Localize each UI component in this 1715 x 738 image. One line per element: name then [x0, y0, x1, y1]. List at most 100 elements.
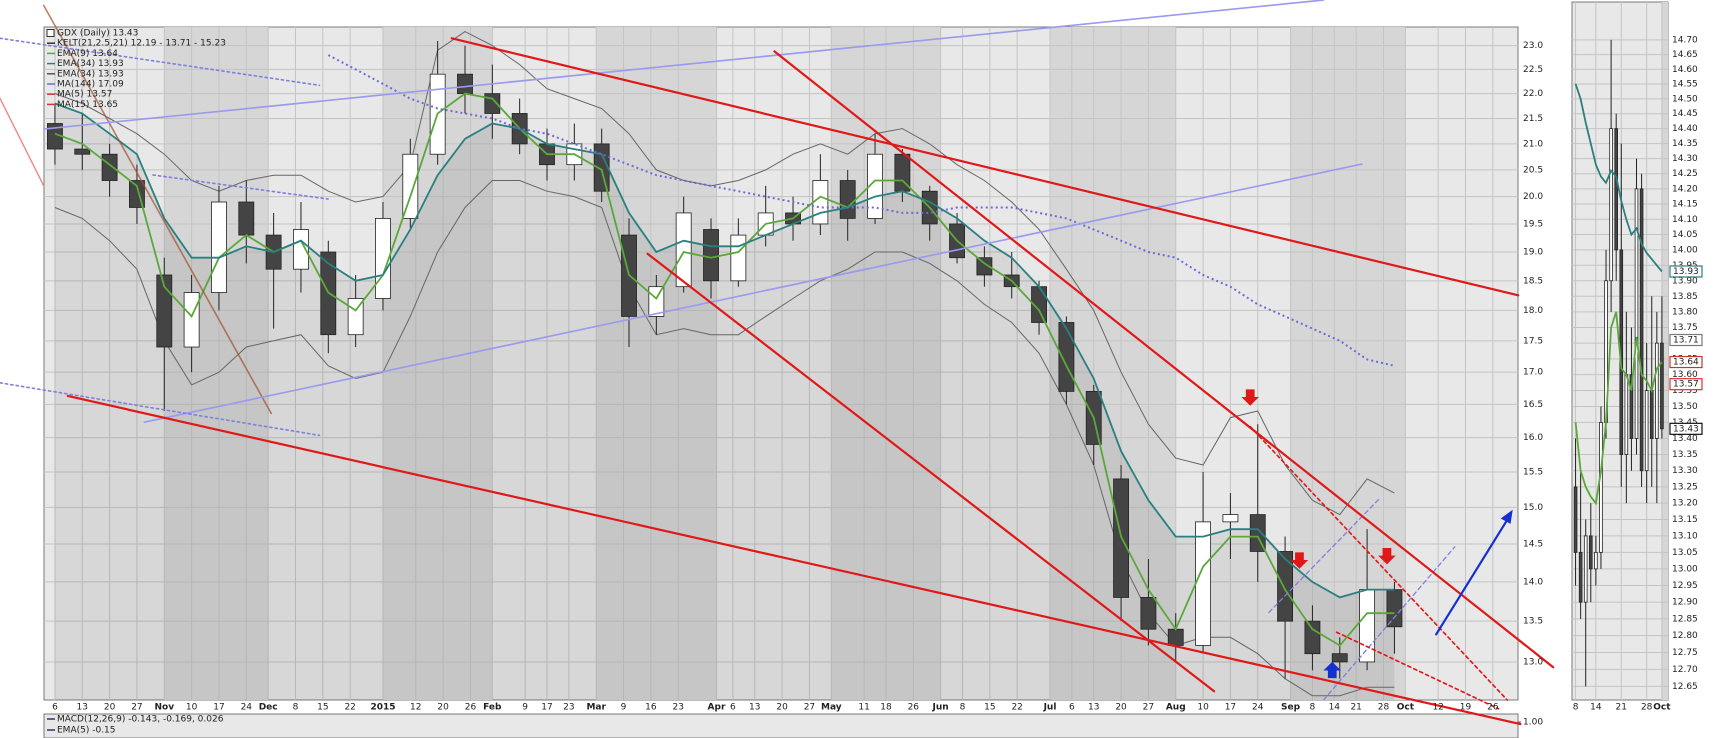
- candle-body: [183, 292, 200, 348]
- y-tick-label: 14.10: [1672, 215, 1698, 225]
- y-tick-label: 14.0: [1523, 577, 1543, 587]
- candle-body: [1629, 374, 1634, 439]
- y-tick-label: 19.0: [1523, 248, 1543, 258]
- y-tick-label: 13.10: [1672, 531, 1698, 541]
- moving-average: [327, 54, 1395, 367]
- price-tag: 13.93: [1673, 267, 1699, 277]
- up-arrow: [1323, 661, 1341, 679]
- candle-body: [1649, 390, 1654, 439]
- x-tick-label: Oct: [1397, 703, 1415, 713]
- candle-body: [1594, 551, 1598, 570]
- candle-body: [1195, 521, 1211, 646]
- y-tick-label: 13.05: [1672, 548, 1698, 558]
- y-tick-label: 13.55: [1672, 386, 1698, 396]
- candle-body: [1644, 390, 1649, 472]
- y-tick-label: 14.15: [1672, 200, 1698, 210]
- x-tick-label: 9: [621, 703, 627, 713]
- legend-label: EMA(5) -0.15: [57, 726, 116, 736]
- x-tick-label: 21: [1616, 703, 1627, 713]
- x-tick-label: 22: [344, 703, 355, 713]
- legend-label: EMA(34) 13.93: [57, 69, 124, 79]
- trendline: [0, 382, 321, 437]
- x-tick-label: 27: [131, 703, 142, 713]
- month-band: [164, 27, 269, 700]
- legend-label: MACD(12,26,9) -0.143, -0.169, 0.026: [57, 715, 224, 725]
- x-tick-label: 6: [1069, 703, 1075, 713]
- x-tick-label: 18: [880, 703, 892, 713]
- trendline: [0, 97, 45, 187]
- y-tick-label: 14.60: [1672, 65, 1698, 75]
- y-tick-label: 13.0: [1523, 657, 1543, 667]
- x-tick-label: Jul: [1043, 703, 1057, 713]
- candle-body: [457, 73, 473, 95]
- trendline: [143, 163, 1363, 424]
- down-arrow: [1378, 547, 1396, 565]
- x-tick-label: Feb: [483, 703, 502, 713]
- down-arrow: [1241, 389, 1259, 406]
- month-band: [1661, 2, 1668, 700]
- candle-body: [1660, 342, 1664, 430]
- y-tick-label: 17.5: [1523, 336, 1543, 346]
- candle-body: [238, 201, 255, 236]
- y-tick-label: 17.0: [1523, 368, 1543, 378]
- price-tag-box: [1669, 355, 1703, 369]
- x-tick-label: Aug: [1166, 703, 1186, 713]
- y-tick-label: 13.00: [1672, 564, 1698, 574]
- price-tag: 13.43: [1673, 424, 1699, 434]
- x-tick-label: 13: [1088, 703, 1099, 713]
- trendline: [66, 394, 1522, 726]
- candle-body: [1304, 620, 1321, 655]
- candle-body: [402, 153, 419, 219]
- y-tick-label: 14.40: [1672, 124, 1698, 134]
- y-tick-label: 1.00: [1523, 718, 1543, 728]
- candle-body: [156, 274, 173, 348]
- data-marks: [47, 31, 1664, 697]
- legend-checkbox: [46, 29, 55, 37]
- candle-body: [1599, 422, 1603, 553]
- y-tick-label: 14.00: [1672, 245, 1698, 255]
- y-tick-label: 13.90: [1672, 276, 1698, 286]
- x-tick-label: 8: [1310, 703, 1316, 713]
- keltner-upper: [54, 31, 1395, 516]
- x-tick-label: 14: [1590, 703, 1602, 713]
- y-tick-label: 13.5: [1523, 617, 1543, 627]
- x-tick-label: 21: [1350, 703, 1361, 713]
- y-tick-label: 16.0: [1523, 433, 1543, 443]
- y-tick-label: 20.5: [1523, 165, 1543, 175]
- y-tick-label: 12.85: [1672, 614, 1698, 624]
- candle-body: [101, 153, 118, 181]
- y-tick-label: 13.25: [1672, 482, 1698, 492]
- y-tick-label: 13.75: [1672, 323, 1698, 333]
- candle-body: [1609, 128, 1613, 282]
- candle-body: [1222, 514, 1239, 523]
- legend-label: KELT(21,2.5,21) 12.19 - 13.71 - 15.23: [57, 39, 226, 49]
- candle-body: [976, 257, 993, 276]
- y-tick-label: 12.65: [1672, 682, 1698, 692]
- x-tick-label: 8: [960, 703, 966, 713]
- y-tick-label: 23.0: [1523, 41, 1543, 51]
- y-tick-label: 14.50: [1672, 94, 1698, 104]
- trendline: [646, 252, 1216, 693]
- candle-body: [1614, 128, 1618, 251]
- y-tick-label: 13.20: [1672, 499, 1698, 509]
- candle-body: [1167, 628, 1184, 646]
- x-tick-label: 26: [908, 703, 920, 713]
- x-tick-label: 19: [1460, 703, 1472, 713]
- y-tick-label: 22.0: [1523, 89, 1543, 99]
- y-tick-label: 15.0: [1523, 503, 1543, 513]
- x-tick-label: 20: [776, 703, 788, 713]
- x-tick-label: Dec: [259, 703, 278, 713]
- y-tick-label: 14.55: [1672, 80, 1698, 90]
- y-tick-label: 13.50: [1672, 402, 1698, 412]
- x-tick-label: 28: [1641, 703, 1653, 713]
- backgrounds: [43, 1, 1669, 738]
- candle-body: [703, 229, 719, 282]
- month-band: [596, 27, 717, 700]
- y-tick-label: 13.15: [1672, 515, 1698, 525]
- y-tick-label: 20.0: [1523, 192, 1543, 202]
- candle-body: [211, 201, 227, 293]
- x-tick-label: Oct: [1653, 703, 1671, 713]
- y-tick-label: 13.30: [1672, 466, 1698, 476]
- x-tick-label: 13: [749, 703, 760, 713]
- trendlines: [0, 0, 1555, 726]
